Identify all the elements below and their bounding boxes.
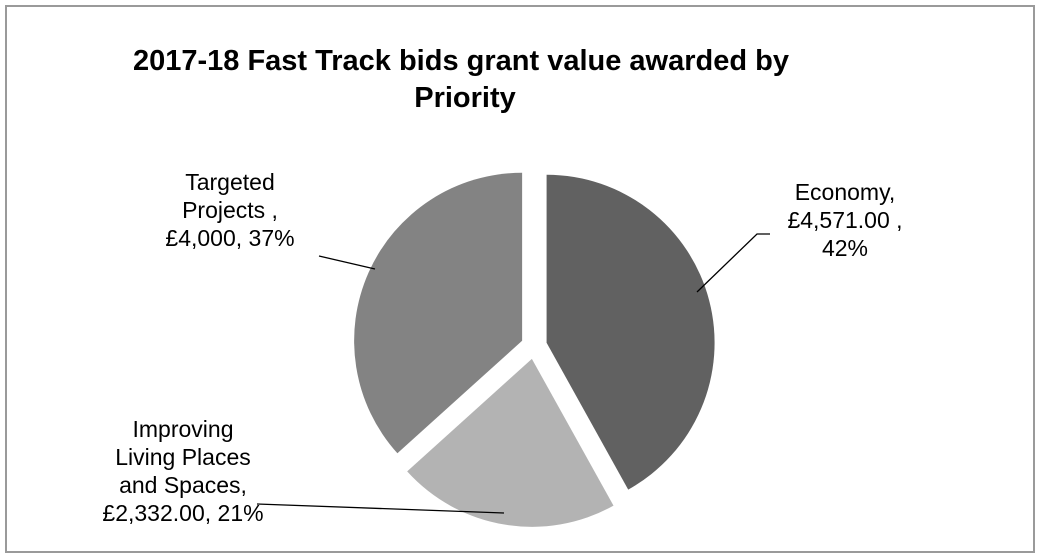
- leader-line: [256, 503, 505, 514]
- pie-slices: [354, 172, 715, 527]
- data-label-line: £4,000, 37%: [165, 225, 294, 251]
- data-label-line: Living Places: [115, 444, 251, 470]
- data-label-line: 42%: [822, 235, 868, 261]
- data-label-line: Improving: [133, 416, 234, 442]
- chart-title: 2017-18 Fast Track bids grant value awar…: [133, 45, 797, 114]
- pie-chart: 2017-18 Fast Track bids grant value awar…: [102, 45, 903, 527]
- pie-slice-economy: [546, 174, 715, 490]
- data-label-line: £2,332.00, 21%: [102, 500, 263, 526]
- data-label: Economy, £4,571.00 , 42%: [787, 179, 902, 261]
- data-label-line: Targeted: [185, 169, 275, 195]
- data-label-line: Economy,: [795, 179, 896, 205]
- pie-slice-targeted-projects: [354, 172, 523, 454]
- data-label-line: £4,571.00 ,: [787, 207, 902, 233]
- data-labels: Economy, £4,571.00 , 42% Improving Living Pl…: [102, 169, 902, 526]
- data-label: Improving Living Places and Spaces, £2,332.…: [102, 416, 263, 526]
- data-label-line: and Spaces,: [119, 472, 247, 498]
- data-label: Targeted Projects , £4,000, 37%: [165, 169, 294, 251]
- chart-title-line-1: 2017-18 Fast Track bids grant value awar…: [133, 45, 789, 77]
- data-label-line: Projects ,: [182, 197, 278, 223]
- chart-area: 2017-18 Fast Track bids grant value awar…: [5, 5, 1035, 553]
- chart-title-line-2: Priority: [414, 82, 516, 114]
- pie-slice-improving-living-places-and-spaces: [407, 358, 614, 527]
- leader-line: [696, 233, 770, 293]
- leader-line: [318, 255, 376, 270]
- leader-lines: [256, 233, 770, 514]
